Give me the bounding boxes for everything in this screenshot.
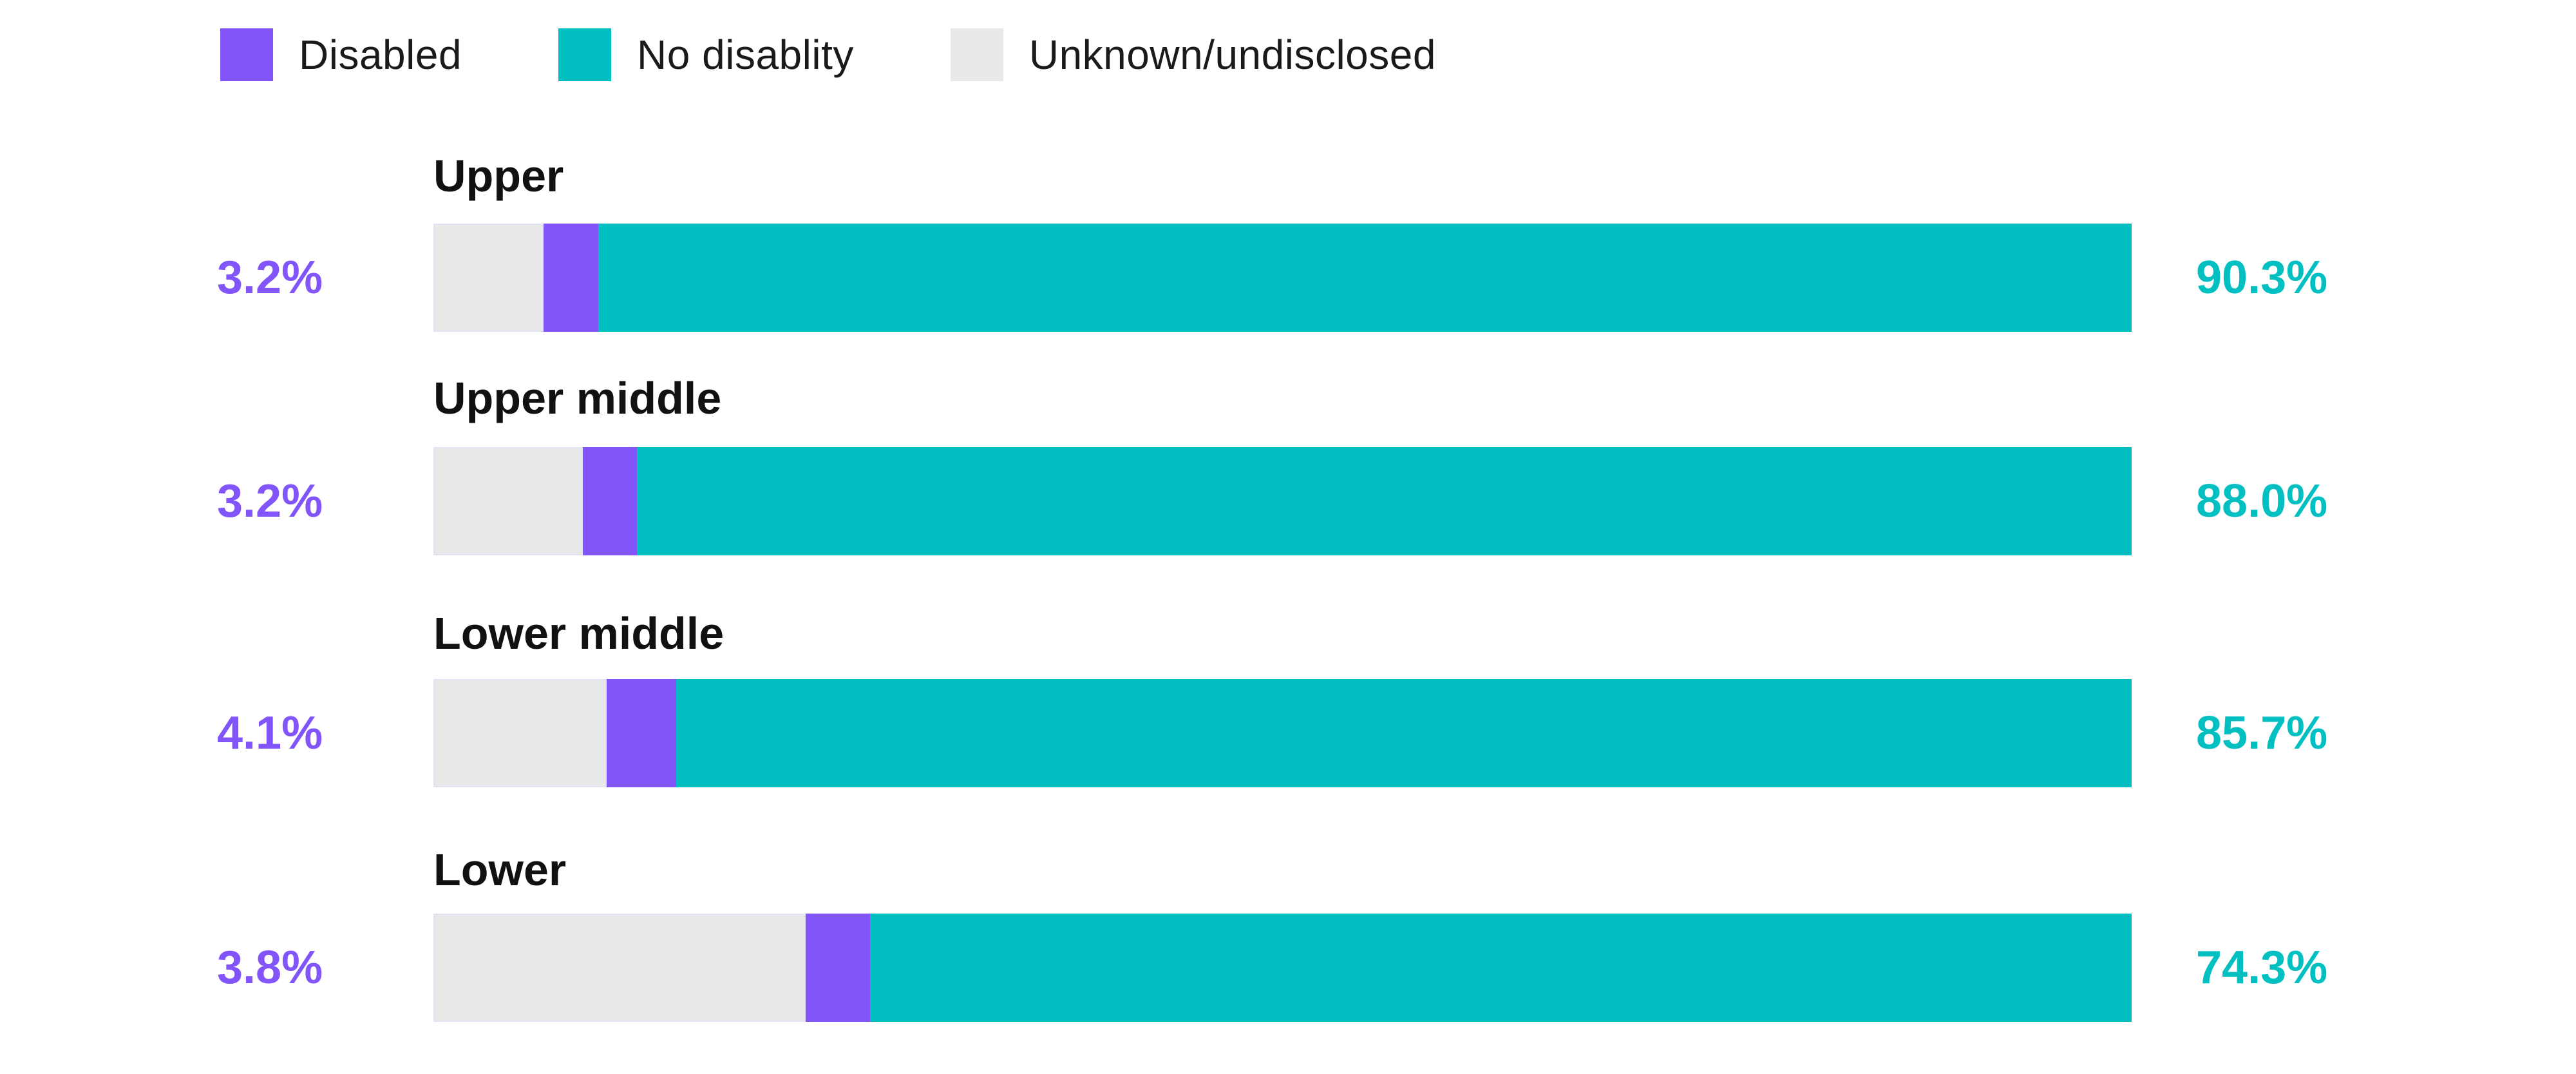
bar-segment-no-disability (598, 224, 2132, 332)
legend-swatch-unknown-icon (950, 28, 1003, 81)
stacked-bar (433, 914, 2132, 1022)
legend-label: Unknown/undisclosed (1028, 32, 1436, 78)
bar-segment-disabled (583, 447, 638, 555)
legend-item-no-disability: No disablity (558, 28, 854, 81)
bar-segment-no-disability (637, 447, 2132, 555)
disabled-percentage: 3.2% (217, 475, 323, 527)
legend-swatch-disabled-icon (220, 28, 273, 81)
no-disability-percentage: 85.7% (2196, 707, 2328, 759)
disabled-percentage: 3.8% (217, 942, 323, 993)
stacked-bar (433, 679, 2132, 787)
disabled-percentage: 4.1% (217, 707, 323, 759)
legend-item-unknown: Unknown/undisclosed (950, 28, 1436, 81)
bar-segment-unknown (433, 914, 806, 1022)
bar-segment-unknown (433, 224, 544, 332)
bar-segment-unknown (433, 447, 583, 555)
stacked-bar (433, 224, 2132, 332)
category-label-upper-middle: Upper middle (433, 373, 722, 423)
bar-segment-no-disability (676, 679, 2132, 787)
legend-item-disabled: Disabled (220, 28, 462, 81)
disabled-percentage: 3.2% (217, 252, 323, 303)
legend-label: No disablity (637, 32, 854, 78)
chart-legend: Disabled No disablity Unknown/undisclose… (220, 28, 1533, 81)
bar-segment-disabled (606, 679, 677, 787)
category-label-upper: Upper (433, 151, 564, 201)
bar-segment-unknown (433, 679, 607, 787)
bar-segment-disabled (805, 914, 870, 1022)
category-label-lower: Lower (433, 845, 567, 895)
no-disability-percentage: 88.0% (2196, 475, 2328, 527)
bar-segment-no-disability (869, 914, 2132, 1022)
no-disability-percentage: 90.3% (2196, 252, 2328, 303)
no-disability-percentage: 74.3% (2196, 942, 2328, 993)
bar-segment-disabled (544, 224, 598, 332)
legend-label: Disabled (299, 32, 462, 78)
legend-swatch-no-disability-icon (558, 28, 612, 81)
category-label-lower-middle: Lower middle (433, 608, 724, 658)
stacked-bar (433, 447, 2132, 555)
